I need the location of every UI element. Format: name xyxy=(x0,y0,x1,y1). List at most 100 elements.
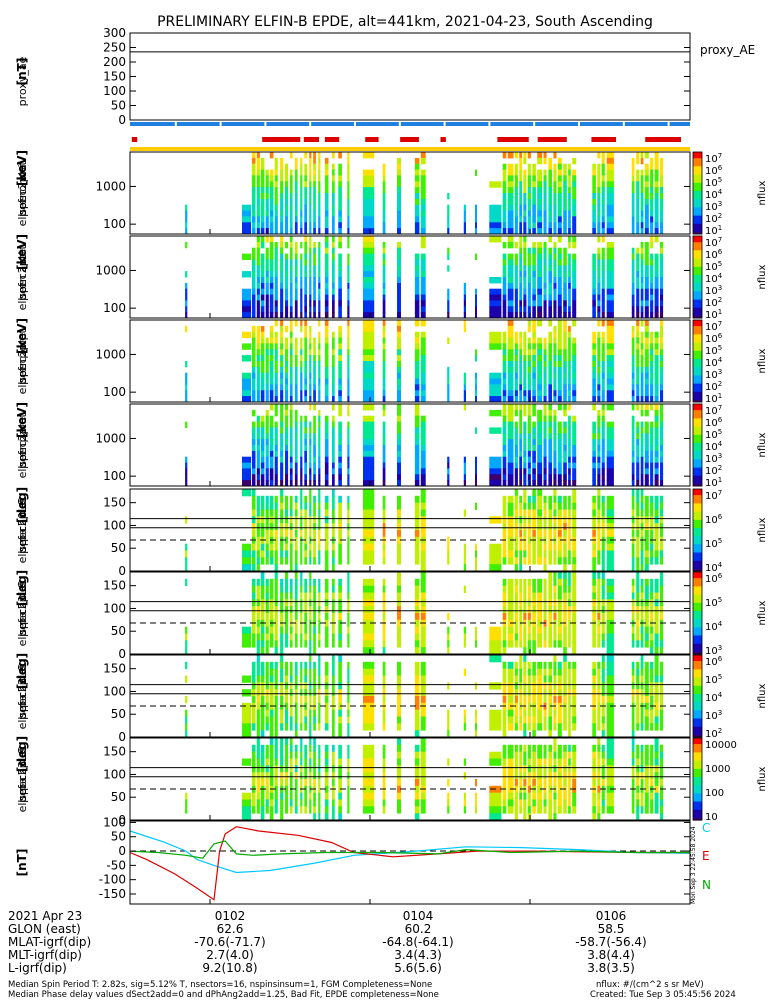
y-axis-label-line: [keV] xyxy=(15,402,29,438)
heatmap-cell xyxy=(332,462,335,469)
heatmap-cell xyxy=(532,468,536,475)
colorbar-segment xyxy=(693,264,702,268)
heatmap-cell xyxy=(447,247,450,255)
heatmap-cell xyxy=(644,433,649,440)
heatmap-cell xyxy=(660,247,664,255)
heatmap-cell xyxy=(332,193,335,200)
heatmap-cell xyxy=(597,265,601,272)
heatmap-cell xyxy=(660,265,664,272)
heatmap-cell xyxy=(256,456,260,464)
heatmap-cell xyxy=(631,372,635,380)
heatmap-cell xyxy=(318,210,321,217)
heatmap-cell xyxy=(502,349,507,356)
heatmap-cell xyxy=(548,271,552,278)
heatmap-cell xyxy=(527,152,531,159)
heatmap-cell xyxy=(251,633,256,641)
heatmap-cell xyxy=(532,421,536,428)
heatmap-cell xyxy=(274,592,278,600)
heatmap-cell xyxy=(274,282,278,290)
heatmap-cell xyxy=(514,175,518,182)
heatmap-cell xyxy=(363,259,375,266)
heatmap-cell xyxy=(318,456,321,464)
heatmap-cell xyxy=(382,409,386,417)
heatmap-cell xyxy=(631,169,635,176)
colorbar-segment xyxy=(693,348,702,352)
heatmap-cell xyxy=(289,361,293,368)
colorbar-segment xyxy=(693,580,702,583)
heatmap-cell xyxy=(597,716,601,724)
heatmap-cell xyxy=(280,421,284,428)
heatmap-cell xyxy=(523,480,527,487)
heatmap-cell xyxy=(631,404,635,411)
heatmap-cell xyxy=(606,277,614,284)
heatmap-cell xyxy=(502,343,507,350)
heatmap-cell xyxy=(631,716,635,724)
heatmap-cell xyxy=(382,390,386,397)
heatmap-cell xyxy=(572,396,577,403)
heatmap-cell xyxy=(654,439,659,446)
heatmap-cell xyxy=(251,325,256,333)
heatmap-cell xyxy=(636,509,640,517)
heatmap-cell xyxy=(324,222,329,229)
heatmap-cell xyxy=(514,384,518,391)
heatmap-cell xyxy=(532,557,536,565)
heatmap-cell xyxy=(514,613,518,621)
y-axis-label-line: spec2plot xyxy=(16,161,29,215)
heatmap-cell xyxy=(592,259,596,266)
heatmap-cell xyxy=(332,439,335,446)
heatmap-cell xyxy=(650,210,654,217)
heatmap-cell xyxy=(280,163,284,171)
heatmap-cell xyxy=(514,456,518,464)
heatmap-cell xyxy=(397,415,401,423)
heatmap-cell xyxy=(280,655,284,663)
heatmap-cell xyxy=(654,647,659,655)
heatmap-cell xyxy=(397,163,401,171)
heatmap-cell xyxy=(631,502,635,510)
y-tick-label: 200 xyxy=(103,55,126,69)
heatmap-cell xyxy=(514,241,518,249)
heatmap-cell xyxy=(285,572,289,580)
heatmap-cell xyxy=(568,236,571,243)
heatmap-cell xyxy=(502,480,507,487)
heatmap-cell xyxy=(519,390,522,397)
heatmap-cell xyxy=(294,343,298,350)
heatmap-cell xyxy=(557,661,562,670)
heatmap-cell xyxy=(397,331,401,339)
heatmap-cell xyxy=(543,216,547,223)
heatmap-cell xyxy=(251,384,256,391)
heatmap-cell xyxy=(289,247,293,255)
heatmap-cell xyxy=(597,516,601,524)
heatmap-cell xyxy=(447,647,450,655)
heatmap-cell xyxy=(300,626,303,634)
heatmap-cell xyxy=(537,294,543,301)
heatmap-cell xyxy=(285,474,289,481)
heatmap-cell xyxy=(640,592,644,600)
heatmap-cell xyxy=(318,421,321,428)
heatmap-cell xyxy=(242,633,251,641)
heatmap-cell xyxy=(363,557,375,565)
heatmap-cell xyxy=(285,626,289,634)
heatmap-cell xyxy=(543,355,547,362)
heatmap-cell xyxy=(557,709,562,717)
colorbar-segment xyxy=(693,722,702,726)
heatmap-cell xyxy=(489,633,502,641)
heatmap-cell xyxy=(543,626,547,634)
heatmap-cell xyxy=(397,271,401,278)
heatmap-cell xyxy=(285,288,289,296)
heatmap-cell xyxy=(568,421,571,428)
y-tick-label: 0 xyxy=(118,113,126,127)
heatmap-cell xyxy=(636,312,640,319)
heatmap-cell xyxy=(256,502,260,510)
colorbar-segment xyxy=(693,389,702,393)
heatmap-cell xyxy=(537,456,543,464)
heatmap-cell xyxy=(280,241,284,249)
heatmap-cell xyxy=(280,723,284,731)
heatmap-cell xyxy=(597,198,601,206)
heatmap-cell xyxy=(463,626,466,634)
heatmap-cell xyxy=(382,228,386,235)
heatmap-cell xyxy=(332,241,335,249)
heatmap-cell xyxy=(640,355,644,362)
heatmap-cell xyxy=(592,343,596,350)
heatmap-cell xyxy=(654,390,659,397)
heatmap-cell xyxy=(502,222,507,229)
